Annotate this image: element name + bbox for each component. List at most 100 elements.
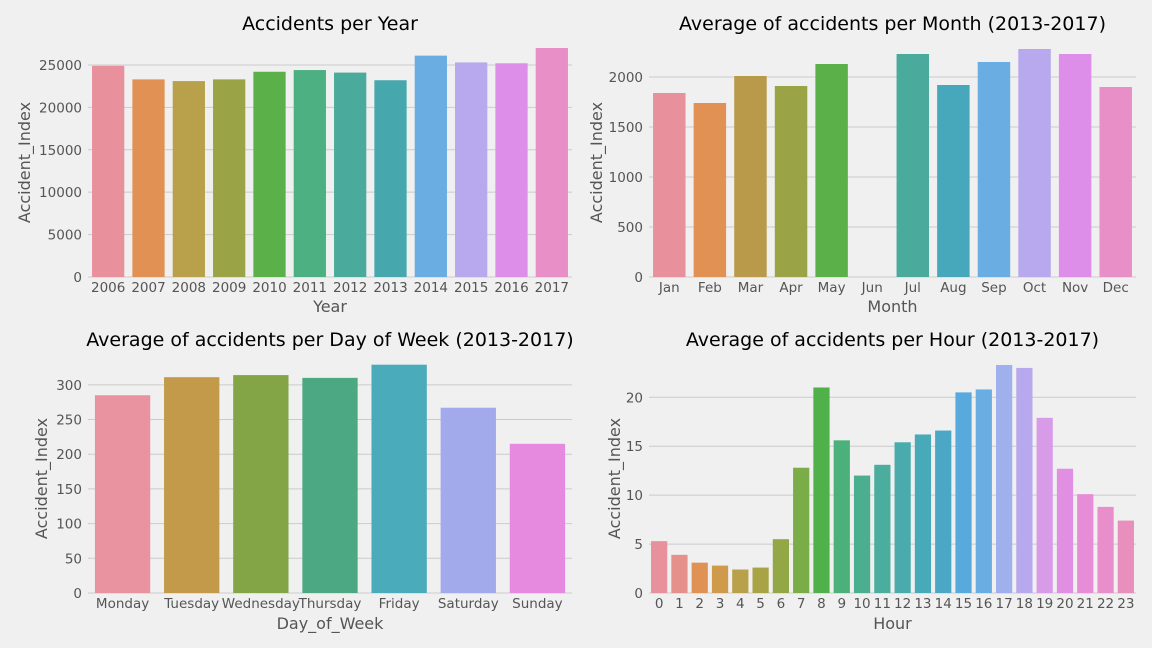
x-tick-label: 2008	[172, 280, 206, 296]
bar-feb	[693, 103, 727, 277]
x-tick-label: 9	[837, 596, 846, 612]
bar-nov	[1058, 54, 1092, 277]
y-tick-label: 10000	[39, 185, 82, 201]
bar-dec	[1099, 87, 1132, 277]
bar-wednesday	[233, 375, 289, 593]
x-tick-label: 11	[874, 596, 891, 612]
x-tick-label: Sunday	[512, 596, 563, 612]
x-tick-label: Apr	[779, 280, 803, 296]
y-tick-label: 0	[634, 586, 643, 602]
chart-title: Average of accidents per Day of Week (20…	[86, 329, 573, 351]
y-tick-label: 0	[73, 586, 82, 602]
y-tick-label: 25000	[39, 58, 82, 74]
x-axis-label: Day_of_Week	[277, 614, 385, 634]
x-tick-label: Wednesday	[222, 596, 300, 612]
x-tick-label: 21	[1077, 596, 1094, 612]
x-tick-label: 2010	[252, 280, 286, 296]
y-tick-label: 200	[56, 447, 82, 463]
bar-16	[975, 389, 992, 593]
x-tick-label: Monday	[96, 596, 149, 612]
x-axis-label: Year	[312, 297, 347, 316]
y-tick-label: 500	[617, 220, 643, 236]
x-tick-label: 2013	[373, 280, 407, 296]
x-tick-label: 0	[655, 596, 664, 612]
x-tick-label: Mar	[738, 280, 764, 296]
x-tick-label: 2006	[91, 280, 125, 296]
bar-apr	[774, 86, 808, 277]
chart-accidents-per-month: 0 500 1000 1500 2000 Jan Feb Mar Apr May Jun Jul Aug…	[587, 13, 1136, 316]
x-tick-label: 2011	[293, 280, 327, 296]
x-tick-label: 22	[1097, 596, 1114, 612]
chart-title: Average of accidents per Month (2013-201…	[679, 13, 1106, 35]
chart-accidents-per-day-of-week: 0 50 100 150 200 250 300 Monday Tuesday Wednesday…	[32, 329, 574, 634]
bar-20	[1056, 468, 1074, 593]
bar-6	[772, 539, 790, 593]
bar-mar	[734, 76, 767, 277]
x-tick-label: 5	[756, 596, 765, 612]
y-tick-label: 150	[56, 482, 82, 498]
bar-22	[1097, 506, 1114, 593]
bar-3	[711, 565, 729, 593]
bar-2008	[172, 81, 205, 277]
x-tick-label: 13	[914, 596, 931, 612]
bar-23	[1117, 520, 1134, 593]
y-tick-label: 5	[634, 537, 643, 553]
bar-2015	[455, 62, 488, 277]
x-tick-label: Friday	[379, 596, 420, 612]
bar-17	[995, 364, 1013, 593]
bar-jul	[896, 54, 930, 277]
bar-sunday	[509, 443, 566, 593]
bar-2006	[92, 65, 125, 277]
x-axis-label: Hour	[873, 614, 912, 633]
y-tick-label: 100	[56, 517, 82, 533]
bar-8	[813, 387, 830, 593]
bar-jan	[653, 93, 686, 277]
y-tick-label: 15000	[39, 143, 82, 159]
bar-tuesday	[164, 377, 220, 593]
bar-2016	[495, 63, 528, 278]
bar-7	[793, 467, 810, 593]
x-tick-label: Aug	[940, 280, 966, 296]
y-tick-label: 0	[73, 270, 82, 286]
x-tick-label: May	[818, 280, 846, 296]
bar-aug	[937, 85, 970, 277]
bar-thursday	[302, 377, 358, 593]
bar-5	[752, 567, 769, 593]
x-tick-label: 20	[1056, 596, 1073, 612]
x-axis-label: Month	[867, 297, 917, 316]
y-tick-label: 10	[626, 488, 643, 504]
bar-21	[1077, 494, 1094, 593]
bar-may	[815, 64, 848, 277]
bar-13	[914, 434, 932, 593]
bar-saturday	[440, 407, 496, 593]
y-tick-label: 15	[626, 439, 643, 455]
y-tick-label: 5000	[48, 228, 82, 244]
bar-10	[853, 475, 871, 593]
x-tick-label: 2007	[131, 280, 165, 296]
bar-0	[651, 541, 668, 593]
chart-accidents-per-year: 0 5000 10000 15000 20000 25000 2006 2007 2008 200…	[15, 13, 572, 316]
bar-2009	[213, 79, 246, 277]
x-tick-label: Feb	[698, 280, 722, 296]
x-tick-label: 3	[716, 596, 725, 612]
x-tick-label: 2014	[414, 280, 448, 296]
x-tick-label: Dec	[1103, 280, 1129, 296]
y-tick-label: 20	[626, 390, 643, 406]
bar-2012	[334, 72, 367, 277]
y-tick-label: 2000	[609, 70, 643, 86]
bar-2014	[414, 55, 447, 278]
x-tick-label: 4	[736, 596, 745, 612]
x-tick-label: Jan	[658, 280, 680, 296]
bar-19	[1036, 417, 1053, 593]
bar-15	[955, 392, 972, 593]
bar-11	[874, 464, 891, 593]
bar-4	[732, 569, 749, 593]
x-tick-label: 10	[853, 596, 870, 612]
y-tick-label: 1500	[609, 120, 643, 136]
x-tick-label: 2017	[535, 280, 569, 296]
x-tick-label: Saturday	[438, 596, 499, 612]
x-tick-label: 16	[975, 596, 992, 612]
y-axis-label: Accident_Index	[32, 418, 52, 539]
x-tick-label: 2009	[212, 280, 246, 296]
